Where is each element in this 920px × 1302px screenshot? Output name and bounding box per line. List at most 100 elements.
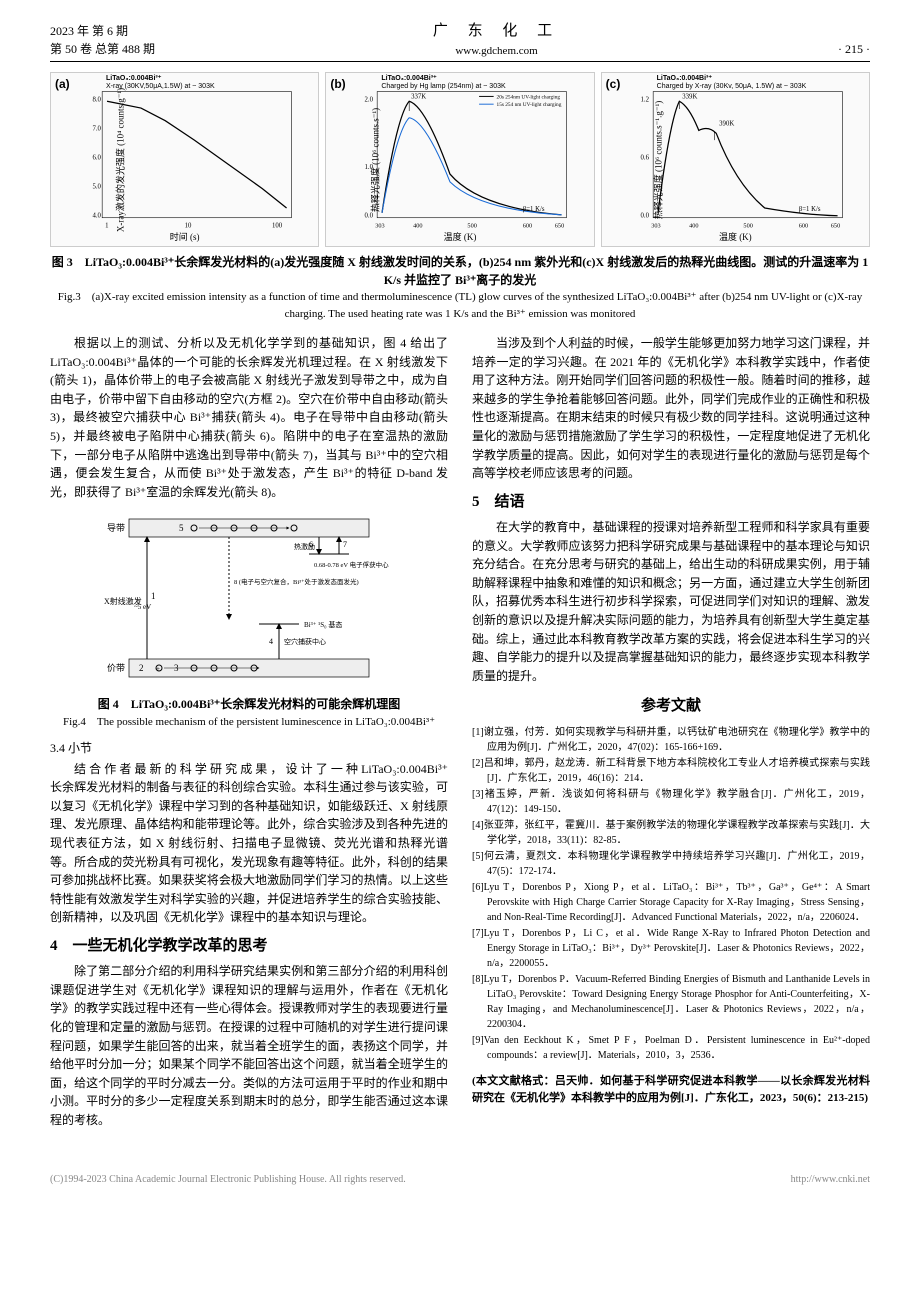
svg-text:15s 254 nm UV-light charging: 15s 254 nm UV-light charging xyxy=(497,102,562,108)
journal-url: www.gdchem.com xyxy=(433,43,560,60)
panel-tag: (c) xyxy=(606,75,621,93)
svg-text:4: 4 xyxy=(269,637,273,646)
chart-a-svg: 1 10 100 4.0 5.0 6.0 7.0 8.0 xyxy=(55,77,314,242)
panel-c-title: LiTaO₃:0.004Bi³⁺ Charged by X-ray (30Kv,… xyxy=(657,75,807,90)
svg-text:650: 650 xyxy=(830,222,839,229)
para-4: 当涉及到个人利益的时候，一般学生能够更加努力地学习这门课程，并培养一定的学习兴趣… xyxy=(472,334,870,483)
para-1: 根据以上的测试、分析以及无机化学学到的基础知识，图 4 给出了 LiTaO₃:0… xyxy=(50,334,448,501)
svg-text:303: 303 xyxy=(651,222,660,229)
svg-text:空穴捕获中心: 空穴捕获中心 xyxy=(284,637,326,646)
fig4-caption: 图 4 LiTaO₃:0.004Bi³⁺长余辉发光材料的可能余辉机理图 Fig.… xyxy=(50,695,448,731)
svg-text:337K: 337K xyxy=(411,93,426,100)
references-list: [1]谢立强，付芳．如何实现教学与科研并重，以钙钛矿电池研究在《物理化学》教学中… xyxy=(472,725,870,1063)
svg-text:400: 400 xyxy=(689,222,698,229)
para-5: 在大学的教育中，基础课程的授课对培养新型工程师和科学家具有重要的意义。大学教师应… xyxy=(472,518,870,685)
journal-name: 广 东 化 工 xyxy=(433,20,560,43)
reference-item: [4]张亚萍，张红平，霍冀川．基于案例教学法的物理化学课程教学改革探索与实践[J… xyxy=(472,818,870,848)
svg-text:20s 254nm UV-light charging: 20s 254nm UV-light charging xyxy=(497,94,561,100)
svg-text:1.2: 1.2 xyxy=(640,96,649,103)
header-center: 广 东 化 工 www.gdchem.com xyxy=(433,20,560,59)
svg-text:价带: 价带 xyxy=(107,663,125,673)
svg-text:400: 400 xyxy=(413,222,422,229)
fig3-panel-c: (c) LiTaO₃:0.004Bi³⁺ Charged by X-ray (3… xyxy=(601,72,870,247)
svg-text:1: 1 xyxy=(151,591,156,601)
header-left: 2023 年 第 6 期 第 50 卷 总第 488 期 xyxy=(50,22,155,58)
reference-item: [2]吕和坤，郭丹，赵龙涛．新工科背景下地方本科院校化工专业人才培养模式探索与实… xyxy=(472,756,870,786)
svg-text:导带: 导带 xyxy=(107,523,125,533)
svg-text:303: 303 xyxy=(376,222,385,229)
svg-text:7.0: 7.0 xyxy=(92,125,101,132)
right-column: 当涉及到个人利益的时候，一般学生能够更加努力地学习这门课程，并培养一定的学习兴趣… xyxy=(472,334,870,1132)
fig3-caption-en: Fig.3 (a)X-ray excited emission intensit… xyxy=(50,289,870,322)
svg-text:5.0: 5.0 xyxy=(92,184,101,191)
page-header: 2023 年 第 6 期 第 50 卷 总第 488 期 广 东 化 工 www… xyxy=(50,20,870,62)
fig4-svg: 导带 5 价带 2 + 3 X射线激发 1 ~5 eV 6 xyxy=(99,509,399,689)
fig3-caption-cn: 图 3 LiTaO₃:0.004Bi³⁺长余辉发光材料的(a)发光强度随 X 射… xyxy=(50,253,870,289)
section-5-title: 5 结语 xyxy=(472,491,870,514)
svg-text:390K: 390K xyxy=(719,121,734,128)
xlabel-c: 温度 (K) xyxy=(719,231,752,245)
svg-text:β=1 K/s: β=1 K/s xyxy=(798,206,820,213)
reference-item: [6]Lyu T，Dorenbos P，Xiong P，et al．LiTaO₃… xyxy=(472,880,870,925)
svg-text:4.0: 4.0 xyxy=(92,213,101,220)
svg-text:+: + xyxy=(156,665,160,673)
vol-issue: 第 50 卷 总第 488 期 xyxy=(50,40,155,58)
citation-format: (本文文献格式：吕天帅．如何基于科学研究促进本科教学——以长余辉发光材料研究在《… xyxy=(472,1073,870,1107)
svg-text:8.0: 8.0 xyxy=(92,96,101,103)
svg-text:600: 600 xyxy=(798,222,807,229)
footer-copyright: (C)1994-2023 China Academic Journal Elec… xyxy=(50,1172,406,1187)
left-column: 根据以上的测试、分析以及无机化学学到的基础知识，图 4 给出了 LiTaO₃:0… xyxy=(50,334,448,1132)
reference-item: [5]何云清，夏烈文．本科物理化学课程教学中持续培养学习兴趣[J]．广州化工，2… xyxy=(472,849,870,879)
svg-text:500: 500 xyxy=(468,222,477,229)
svg-text:0.6: 0.6 xyxy=(640,155,649,162)
xlabel-b: 温度 (K) xyxy=(444,231,477,245)
reference-item: [1]谢立强，付芳．如何实现教学与科研并重，以钙钛矿电池研究在《物理化学》教学中… xyxy=(472,725,870,755)
panel-tag: (b) xyxy=(330,75,345,93)
svg-text:600: 600 xyxy=(523,222,532,229)
reference-item: [8]Lyu T，Dorenbos P．Vacuum-Referred Bind… xyxy=(472,972,870,1032)
fig4-en: Fig.4 The possible mechanism of the pers… xyxy=(50,714,448,731)
panel-tag: (a) xyxy=(55,75,70,93)
svg-text:Bi³⁺ ¹S₀ 基态: Bi³⁺ ¹S₀ 基态 xyxy=(304,620,342,629)
svg-text:10: 10 xyxy=(185,222,192,229)
svg-text:7: 7 xyxy=(343,540,347,549)
svg-text:β=1 K/s: β=1 K/s xyxy=(523,206,545,213)
para-2: 结 合 作 者 最 新 的 科 学 研 究 成 果 ， 设 计 了 一 种 Li… xyxy=(50,760,448,927)
header-right: · 215 · xyxy=(838,22,870,58)
subsection-3-4: 3.4 小节 xyxy=(50,739,448,758)
svg-text:6.0: 6.0 xyxy=(92,155,101,162)
fig3-caption: 图 3 LiTaO₃:0.004Bi³⁺长余辉发光材料的(a)发光强度随 X 射… xyxy=(50,253,870,322)
svg-text:0.68-0.78 eV 电子俘获中心: 0.68-0.78 eV 电子俘获中心 xyxy=(314,560,389,569)
svg-text:650: 650 xyxy=(555,222,564,229)
svg-text:100: 100 xyxy=(272,222,283,229)
svg-text:0.0: 0.0 xyxy=(365,213,374,220)
page-footer: (C)1994-2023 China Academic Journal Elec… xyxy=(50,1172,870,1187)
page-number: · 215 · xyxy=(838,40,870,58)
svg-text:500: 500 xyxy=(743,222,752,229)
svg-text:2.0: 2.0 xyxy=(365,96,374,103)
year-issue: 2023 年 第 6 期 xyxy=(50,22,155,40)
panel-b-title: LiTaO₃:0.004Bi³⁺ Charged by Hg lamp (254… xyxy=(381,75,505,90)
svg-text:~5 eV: ~5 eV xyxy=(134,603,151,611)
body-columns: 根据以上的测试、分析以及无机化学学到的基础知识，图 4 给出了 LiTaO₃:0… xyxy=(50,334,870,1132)
svg-text:8 (电子与空穴复合，Bi³⁺处于激发态面发光): 8 (电子与空穴复合，Bi³⁺处于激发态面发光) xyxy=(234,577,359,586)
fig3-panel-b: (b) LiTaO₃:0.004Bi³⁺ Charged by Hg lamp … xyxy=(325,72,594,247)
reference-item: [9]Van den Eeckhout K，Smet P F，Poelman D… xyxy=(472,1033,870,1063)
ylabel-c: 热释光强度 (10⁶ counts.s⁻¹.g⁻¹) xyxy=(652,100,666,219)
figure-4: 导带 5 价带 2 + 3 X射线激发 1 ~5 eV 6 xyxy=(50,509,448,731)
svg-text:0.0: 0.0 xyxy=(640,213,649,220)
reference-item: [7]Lyu T，Dorenbos P，Li C，et al．Wide Rang… xyxy=(472,926,870,971)
xlabel-a: 时间 (s) xyxy=(170,231,200,245)
svg-text:339K: 339K xyxy=(682,93,697,100)
fig4-cn: 图 4 LiTaO₃:0.004Bi³⁺长余辉发光材料的可能余辉机理图 xyxy=(50,695,448,714)
svg-text:热激励: 热激励 xyxy=(294,542,315,551)
figure-3-panels: (a) LiTaO₃:0.004Bi³⁺ X-ray (30KV,50μA,1.… xyxy=(50,72,870,247)
reference-item: [3]褚玉婷，严新．浅谈如何将科研与《物理化学》教学融合[J]．广州化工，201… xyxy=(472,787,870,817)
section-4-title: 4 一些无机化学教学改革的思考 xyxy=(50,935,448,958)
references-title: 参考文献 xyxy=(472,695,870,718)
svg-text:1: 1 xyxy=(105,222,108,229)
fig3-panel-a: (a) LiTaO₃:0.004Bi³⁺ X-ray (30KV,50μA,1.… xyxy=(50,72,319,247)
footer-url: http://www.cnki.net xyxy=(791,1172,870,1187)
svg-text:2: 2 xyxy=(139,663,144,673)
chart-c-svg: 339K 390K β=1 K/s 303 400 500 600 650 0.0 0.6… xyxy=(606,77,865,242)
